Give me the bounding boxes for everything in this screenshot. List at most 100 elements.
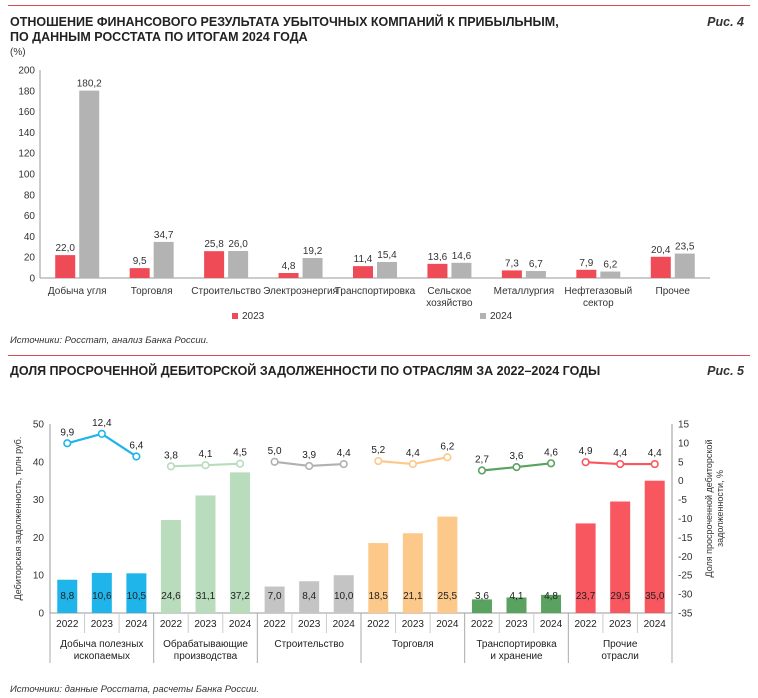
share-value-label: 5,0 xyxy=(268,446,282,457)
y-tick-label: 200 xyxy=(18,66,35,77)
bar xyxy=(471,599,492,613)
bar-value-label: 23,5 xyxy=(675,242,695,253)
bar-value-label: 7,3 xyxy=(505,258,519,269)
fig4-source: Источники: Росстат, анализ Банка России. xyxy=(10,335,209,346)
bar-value-label: 22,0 xyxy=(55,243,75,254)
bar-2023 xyxy=(427,263,448,278)
bar-2023 xyxy=(353,266,373,278)
share-point xyxy=(235,459,245,468)
year-label: 2023 xyxy=(505,619,528,630)
x-category-label: Металлургия xyxy=(494,286,554,297)
bar-value-label: 10,6 xyxy=(92,591,112,602)
share-value-label: 4,6 xyxy=(544,447,558,458)
left-tick-label: 20 xyxy=(33,533,45,544)
bar-2023 xyxy=(501,270,522,278)
x-category-label: Нефтегазовый xyxy=(564,285,632,297)
y-tick-label: 20 xyxy=(24,253,36,264)
share-value-label: 4,4 xyxy=(613,448,627,459)
year-label: 2024 xyxy=(125,619,148,630)
bar-2024 xyxy=(79,90,100,278)
bar-value-label: 6,2 xyxy=(603,260,617,271)
bar-2024 xyxy=(377,261,397,278)
bar-value-label: 8,4 xyxy=(302,591,316,602)
bar-2024 xyxy=(302,258,323,278)
share-value-label: 3,8 xyxy=(164,450,178,461)
bar-value-label: 6,7 xyxy=(529,259,543,270)
bar xyxy=(437,516,458,613)
group-label: Обрабатывающие xyxy=(163,638,248,650)
fig5-number: Рис. 5 xyxy=(707,364,744,378)
share-point xyxy=(97,429,106,438)
bar xyxy=(57,579,78,613)
bar xyxy=(368,543,389,613)
bar xyxy=(126,573,147,613)
bar-value-label: 31,1 xyxy=(196,591,216,602)
share-point xyxy=(374,456,383,466)
fig4-number: Рис. 4 xyxy=(707,15,744,29)
group-label: Торговля xyxy=(392,639,434,650)
right-tick-label: -15 xyxy=(678,533,693,544)
year-label: 2023 xyxy=(91,619,114,630)
legend-label-2023: 2023 xyxy=(242,311,265,322)
share-point xyxy=(512,462,521,472)
right-tick-label: -10 xyxy=(678,514,693,525)
fig5-title: ДОЛЯ ПРОСРОЧЕННОЙ ДЕБИТОРСКОЙ ЗАДОЛЖЕННО… xyxy=(10,364,601,378)
fig4-top-rule xyxy=(8,5,750,6)
bar xyxy=(195,495,216,613)
right-axis-title: Доля просроченной дебиторской задолженнос… xyxy=(704,440,725,578)
bar xyxy=(264,586,285,613)
right-tick-label: -35 xyxy=(678,609,693,620)
share-point xyxy=(339,459,348,469)
bar-value-label: 8,8 xyxy=(60,591,74,602)
bar-value-label: 21,1 xyxy=(403,591,423,602)
bar-value-label: 18,5 xyxy=(369,591,389,602)
y-tick-label: 120 xyxy=(18,149,35,160)
left-tick-label: 0 xyxy=(38,609,44,620)
bar xyxy=(541,594,562,613)
bar-value-label: 4,8 xyxy=(544,591,558,602)
bar xyxy=(610,501,631,613)
left-axis-title: Дебиторская задолженность, трлн руб. xyxy=(13,437,23,601)
bar-value-label: 11,4 xyxy=(354,254,373,265)
group-label: ископаемых xyxy=(74,651,130,662)
share-value-label: 3,6 xyxy=(510,451,524,462)
left-tick-label: 40 xyxy=(33,457,45,468)
bar xyxy=(575,523,596,613)
share-value-label: 4,1 xyxy=(199,449,213,460)
bar-2024 xyxy=(451,262,472,278)
legend-swatch-2023 xyxy=(232,313,238,319)
bar xyxy=(230,472,251,613)
bar xyxy=(333,575,354,613)
bar-value-label: 34,7 xyxy=(154,230,174,241)
share-value-label: 4,4 xyxy=(648,448,662,459)
share-point xyxy=(305,461,314,471)
y-tick-label: 0 xyxy=(29,274,35,285)
y-tick-label: 140 xyxy=(18,128,35,139)
fig4-title-line2: ПО ДАННЫМ РОССТАТА ПО ИТОГАМ 2024 ГОДА xyxy=(10,30,308,44)
bar-value-label: 14,6 xyxy=(452,251,472,262)
right-axis-title-line: задолженности, % xyxy=(715,470,725,547)
bar xyxy=(91,572,112,613)
bar-2024 xyxy=(600,271,621,278)
bar-value-label: 15,4 xyxy=(377,250,397,261)
right-tick-label: 0 xyxy=(678,476,684,487)
right-tick-label: 5 xyxy=(678,457,684,468)
bar-2023 xyxy=(55,255,76,278)
year-label: 2022 xyxy=(471,619,494,630)
y-tick-label: 160 xyxy=(18,107,35,118)
share-value-label: 12,4 xyxy=(92,418,112,429)
share-point xyxy=(616,459,625,469)
right-tick-label: -25 xyxy=(678,571,693,582)
share-point xyxy=(132,452,141,461)
share-point xyxy=(650,459,659,469)
bar-value-label: 10,0 xyxy=(334,591,354,602)
bar-value-label: 25,5 xyxy=(438,591,458,602)
bar-value-label: 9,5 xyxy=(133,256,147,267)
x-category-label: хозяйство xyxy=(426,298,473,309)
group-label: и хранение xyxy=(490,651,543,662)
share-point xyxy=(408,459,417,469)
bar-2024 xyxy=(153,241,174,278)
fig5-source: Источники: данные Росстата, расчеты Банк… xyxy=(10,684,260,695)
right-axis-title-line: Доля просроченной дебиторской xyxy=(704,440,714,578)
